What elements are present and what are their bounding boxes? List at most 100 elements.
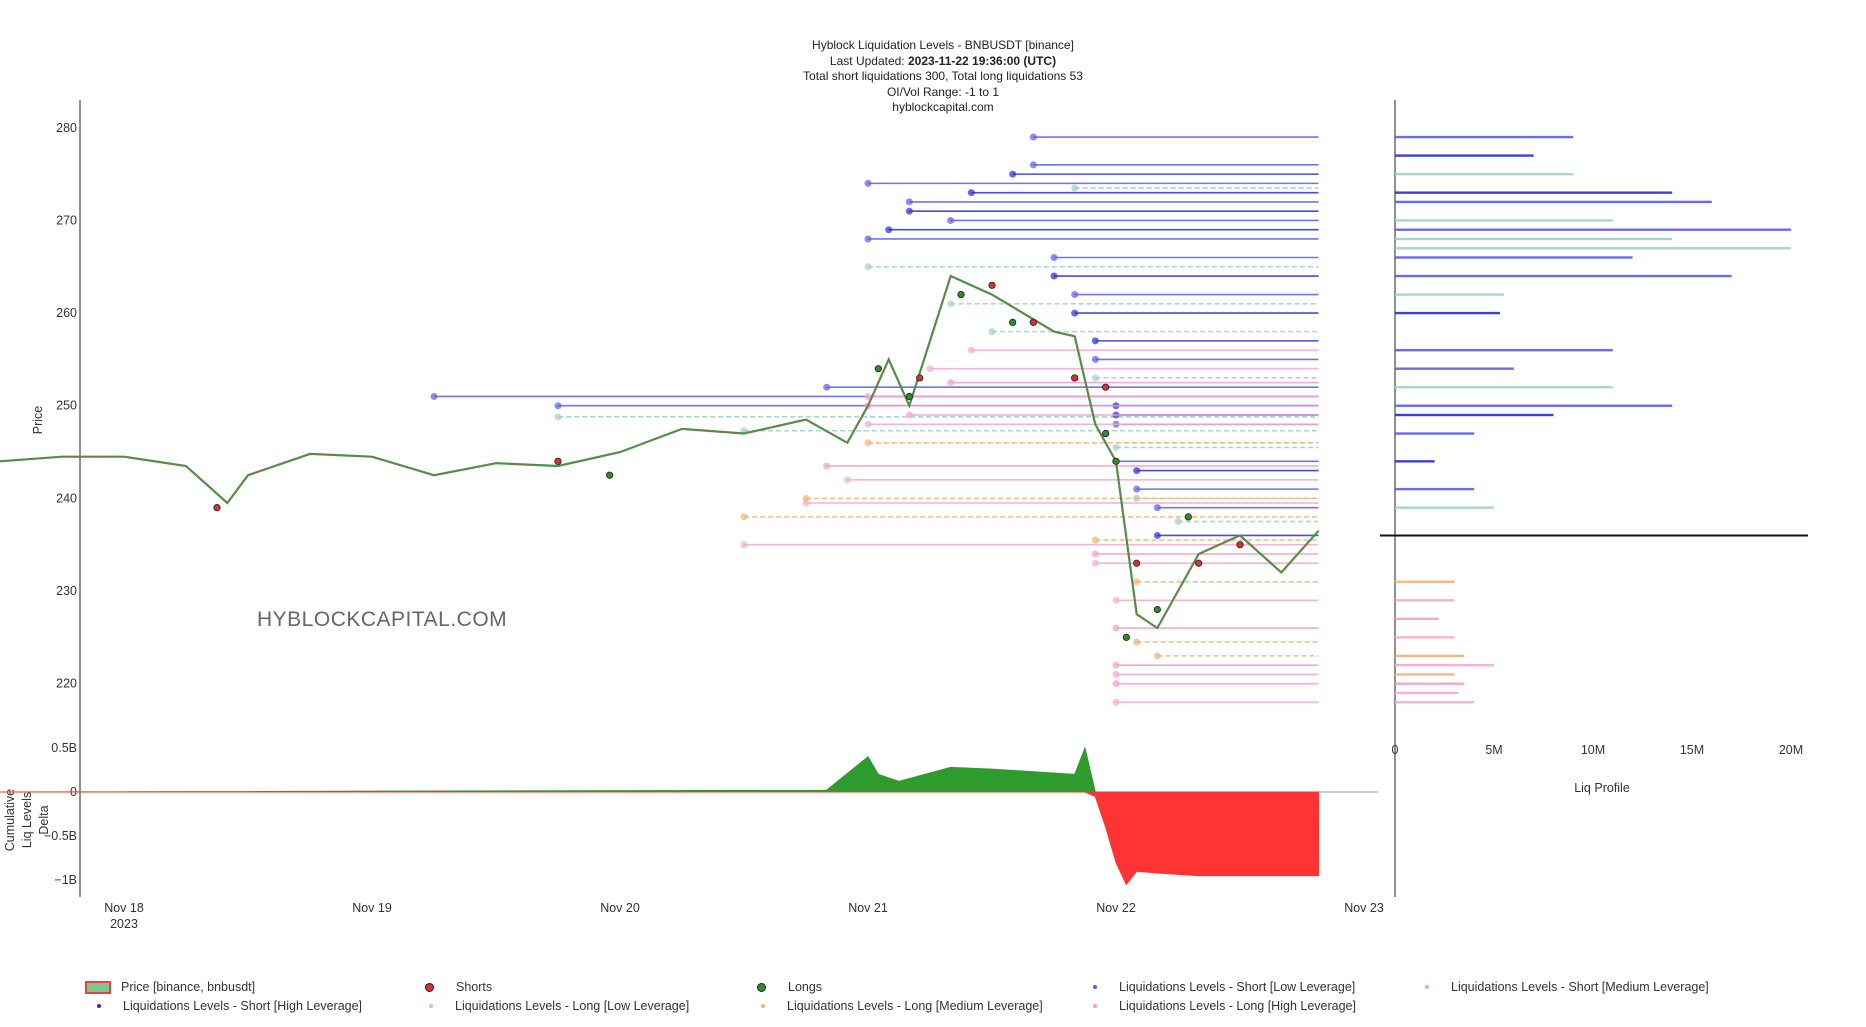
liq-level-start-dot xyxy=(1009,170,1017,178)
legend-label: Longs xyxy=(788,980,823,994)
profile-bar xyxy=(1395,682,1465,685)
liq-level-start-dot xyxy=(1174,518,1182,526)
liq-level-start-dot xyxy=(1071,291,1079,299)
price-tick-label: 230 xyxy=(56,584,77,598)
longs-marker xyxy=(1184,513,1192,521)
profile-bar xyxy=(1395,237,1673,241)
liq-level-start-dot xyxy=(947,379,955,387)
price-line xyxy=(0,274,1320,630)
shorts-marker xyxy=(1029,318,1037,326)
liq-level-start-dot xyxy=(430,392,438,400)
profile-bar xyxy=(1395,247,1791,250)
liq-level-start-dot xyxy=(1133,638,1141,646)
price-tick-label: 220 xyxy=(56,677,77,691)
liq-level-start-dot xyxy=(1133,485,1141,493)
profile-bar xyxy=(1395,432,1475,435)
legend-swatch xyxy=(1093,985,1097,989)
profile-bar xyxy=(1395,367,1514,370)
profile-tick-label: 20M xyxy=(1779,743,1803,757)
legend-swatch xyxy=(1425,985,1429,989)
liq-level-start-dot xyxy=(926,365,934,373)
legend-item[interactable]: Liquidations Levels - Short [Medium Leve… xyxy=(1413,980,1709,994)
longs-marker xyxy=(1009,318,1017,326)
liq-level-start-dot xyxy=(864,392,872,400)
profile-bar xyxy=(1395,228,1791,231)
liq-level-start-dot xyxy=(1029,161,1037,169)
longs-marker xyxy=(1153,605,1161,614)
legend-item[interactable]: Liquidations Levels - Long [Medium Lever… xyxy=(749,999,1043,1013)
watermark: HYBLOCKCAPITAL.COM xyxy=(257,608,508,631)
longs-marker xyxy=(874,365,882,373)
legend-item[interactable]: Price [binance, bnbusdt] xyxy=(85,980,255,994)
shorts-marker xyxy=(1236,541,1244,549)
price-tick-label: 240 xyxy=(56,491,77,505)
x-year-label: 2023 xyxy=(110,917,138,931)
liq-level-start-dot xyxy=(1112,698,1120,706)
legend-item[interactable]: Longs xyxy=(749,980,822,994)
profile-bar xyxy=(1395,348,1613,352)
longs-marker xyxy=(606,471,614,479)
profile-bar xyxy=(1395,654,1465,658)
legend-item[interactable]: Shorts xyxy=(417,980,492,994)
liq-level-start-dot xyxy=(1153,504,1161,512)
liq-level-start-dot xyxy=(864,439,872,447)
legend-label: Liquidations Levels - Long [Low Leverage… xyxy=(455,999,690,1013)
legend-swatch xyxy=(425,982,434,992)
legend-label: Shorts xyxy=(456,980,493,994)
legend-item[interactable]: Liquidations Levels - Long [Low Leverage… xyxy=(417,999,689,1013)
longs-marker xyxy=(905,392,913,401)
liq-level-start-dot xyxy=(885,226,893,234)
shorts-marker xyxy=(554,457,562,465)
longs-marker xyxy=(1112,457,1120,465)
liq-level-start-dot xyxy=(988,328,996,336)
liq-level-start-dot xyxy=(1091,550,1099,558)
liq-level-start-dot xyxy=(967,189,975,197)
liq-level-start-dot xyxy=(1091,355,1099,363)
profile-bar xyxy=(1395,311,1500,315)
legend-item[interactable]: Liquidations Levels - Long [High Leverag… xyxy=(1081,999,1356,1013)
x-tick-label: Nov 21 xyxy=(848,901,888,915)
delta-axis-label-line: Delta xyxy=(37,805,51,834)
profile-bar xyxy=(1395,599,1455,602)
chart-header: Hyblock Liquidation Levels - BNBUSDT [bi… xyxy=(0,38,1866,116)
legend-item[interactable]: Liquidations Levels - Short [High Levera… xyxy=(85,999,362,1013)
profile-tick-label: 0 xyxy=(1392,743,1399,757)
liq-level-start-dot xyxy=(905,207,913,215)
liq-level-start-dot xyxy=(1153,652,1161,660)
profile-bar xyxy=(1395,200,1712,204)
liq-level-start-dot xyxy=(1050,272,1058,280)
liq-level-start-dot xyxy=(905,198,913,206)
liq-level-start-dot xyxy=(1112,670,1120,678)
profile-bar xyxy=(1395,580,1455,583)
legend-item[interactable]: Liquidations Levels - Short [Low Leverag… xyxy=(1081,980,1355,994)
profile-bar xyxy=(1395,191,1673,194)
liq-level-start-dot xyxy=(1112,596,1120,604)
price-line-down-overlay xyxy=(0,275,1319,629)
profile-bar xyxy=(1395,506,1494,509)
last-updated-label: Last Updated: xyxy=(829,53,905,68)
liq-level-start-dot xyxy=(947,216,955,224)
legend-label: Liquidations Levels - Short [Low Leverag… xyxy=(1119,980,1356,994)
liq-level-start-dot xyxy=(1133,467,1141,475)
liq-level-start-dot xyxy=(740,541,748,549)
price-tick-label: 270 xyxy=(56,213,77,227)
x-tick-label: Nov 18 xyxy=(104,901,144,915)
legend-label: Liquidations Levels - Short [Medium Leve… xyxy=(1451,980,1709,994)
shorts-marker xyxy=(916,374,924,382)
shorts-marker xyxy=(1102,383,1110,391)
last-updated-value: 2023-11-22 19:36:00 (UTC) xyxy=(907,53,1057,68)
profile-bar xyxy=(1395,701,1475,704)
liq-level-start-dot xyxy=(1112,624,1120,632)
profile-bar xyxy=(1395,386,1613,389)
liq-level-start-dot xyxy=(947,300,955,308)
liq-level-start-dot xyxy=(864,263,872,271)
delta-tick-label: −1B xyxy=(54,873,77,887)
shorts-marker xyxy=(1071,374,1079,382)
profile-bar xyxy=(1395,673,1455,676)
profile-tick-label: 15M xyxy=(1680,743,1704,757)
delta-axis-label-line: Cumulative xyxy=(3,789,17,852)
liq-level-start-dot xyxy=(554,402,562,410)
liq-level-start-dot xyxy=(1133,578,1141,586)
legend-swatch xyxy=(761,1004,765,1008)
liq-level-start-dot xyxy=(1153,531,1161,539)
